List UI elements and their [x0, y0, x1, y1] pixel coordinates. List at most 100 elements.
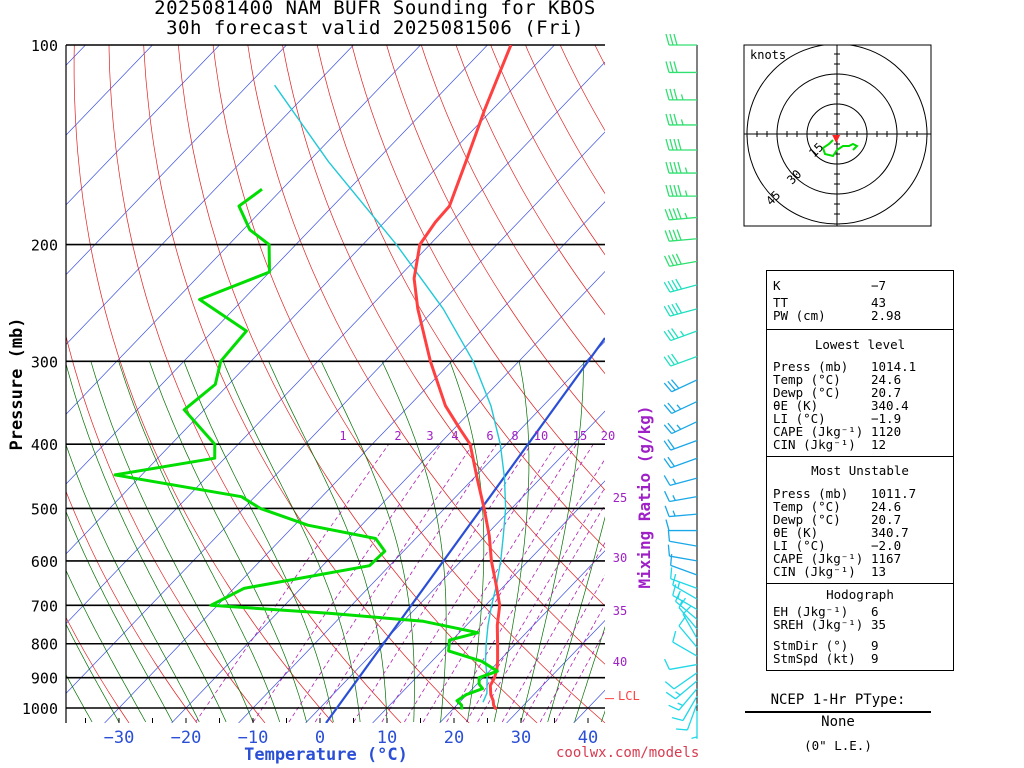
wind-barbs: [663, 33, 698, 739]
wind-barb-shaft: [669, 216, 698, 221]
wind-barb-flag: [667, 304, 675, 316]
mixing-ratio-tick: 15: [573, 429, 587, 443]
mixing-ratio-line: [555, 630, 605, 723]
wind-barb-shaft: [669, 513, 698, 518]
sreh-label: SREH (Jkg⁻¹): [773, 617, 864, 632]
profiles: [113, 45, 605, 723]
wind-barb-flag: [665, 61, 670, 73]
wind-barb: [672, 630, 698, 657]
most-unstable-title: Most Unstable: [811, 463, 909, 478]
moist-adiabat-line: [547, 516, 605, 723]
pressure-tick-label: 800: [31, 636, 58, 654]
mu-press-label: Press (mb): [773, 486, 849, 501]
pressure-tick-label: 1000: [22, 700, 58, 718]
wind-barb: [665, 33, 697, 46]
wind-barb-flag: [665, 88, 670, 101]
wind-barb-shaft: [673, 672, 698, 690]
wind-barb-flag: [673, 184, 678, 197]
y-axis-label: Pressure (mb): [7, 317, 27, 450]
wind-barb: [665, 88, 697, 101]
wind-barb-half-flag: [675, 691, 681, 696]
wind-barb-half-flag: [684, 212, 688, 219]
moist-adiabat-line: [493, 361, 530, 723]
wind-barb-half-flag: [676, 404, 682, 410]
ll-thetae-label: θE (K): [773, 398, 819, 413]
mixing-ratio-tick: 8: [511, 429, 518, 443]
wind-barb-shaft: [672, 641, 698, 657]
wind-barb: [691, 710, 698, 739]
wind-barb-shaft: [671, 400, 698, 414]
moist-adiabat-line: [66, 623, 120, 723]
mixing-ratio-tick: 25: [613, 491, 627, 505]
wind-barb-flag: [673, 161, 678, 174]
mu-cape-value: 1167: [871, 551, 902, 566]
moist-adiabat-line: [320, 361, 415, 723]
dry-adiabat-line: [212, 45, 605, 723]
wind-barb-half-flag: [691, 736, 698, 739]
mixing-ratio-tick: 40: [613, 655, 627, 669]
wind-barb-flag: [671, 303, 679, 315]
wind-barb-shaft: [670, 439, 698, 451]
moist-adiabat-line: [149, 361, 307, 723]
temperature-line: [412, 45, 513, 711]
mixing-ratio-tick: 30: [613, 551, 627, 565]
pw-value: 2.98: [871, 308, 902, 323]
moist-adiabat-line: [381, 361, 447, 723]
ll-press-label: Press (mb): [773, 359, 849, 374]
temperature-tick-label: −20: [171, 728, 202, 748]
wind-barb-flag: [669, 184, 674, 197]
wind-barb: [663, 302, 698, 317]
isotherm-line: [66, 45, 555, 555]
wind-barb-flag: [672, 208, 678, 220]
x-axis-label: Temperature (°C): [244, 745, 408, 765]
chart-subtitle: 30h forecast valid 2025081506 (Fri): [166, 17, 584, 39]
mu-cin-label: CIN (Jkg⁻¹): [773, 564, 856, 579]
wind-barb-flag: [663, 382, 673, 393]
wind-barb-shaft: [682, 613, 698, 639]
pressure-tick-label: 100: [31, 37, 58, 55]
axes: [65, 45, 614, 723]
moist-adiabats: [66, 361, 605, 723]
stmspd-value: 9: [871, 651, 879, 666]
sreh-value: 35: [871, 617, 887, 632]
wind-barb-shaft: [669, 555, 698, 562]
wind-barb-shaft: [672, 594, 698, 610]
wind-barb: [665, 113, 697, 126]
dry-adiabat-line: [282, 45, 605, 607]
ll-cape-value: 1120: [871, 424, 902, 439]
mixing-ratio-lines: [195, 443, 605, 723]
wind-barb-half-flag: [677, 582, 681, 589]
dry-adiabat-line: [143, 45, 470, 723]
wind-barb-shaft: [678, 607, 698, 630]
ptype-value: None: [821, 714, 855, 730]
hodograph-plot: [744, 45, 931, 226]
wind-barb-flag: [663, 440, 672, 451]
most-unstable-section: Most Unstable Press (mb) 1011.7 Temp (°C)…: [766, 456, 954, 584]
indices-section: K −7 TT 43 PW (cm) 2.98: [766, 270, 954, 330]
moist-adiabat-line: [66, 510, 173, 723]
wind-barb: [665, 61, 697, 74]
eh-value: 6: [871, 604, 879, 619]
wind-barb-shaft: [678, 625, 698, 648]
hodograph-table-title: Hodograph: [826, 587, 894, 602]
wind-barb: [663, 253, 698, 267]
hodograph-table-section: Hodograph EH (Jkg⁻¹) 6 SREH (Jkg⁻¹) 35 Stm…: [766, 583, 954, 671]
dry-adiabat-line: [73, 45, 334, 723]
ll-press-value: 1014.1: [871, 359, 917, 374]
wind-barb-flag: [673, 33, 678, 46]
moist-adiabat-line: [66, 443, 200, 723]
wind-barb: [663, 421, 698, 435]
pressure-tick-label: 300: [31, 353, 58, 371]
mixing-ratio-line: [477, 503, 605, 723]
credit-link[interactable]: coolwx.com/models: [556, 745, 700, 761]
wind-barb-flag: [671, 379, 680, 389]
wind-barb-flag: [669, 61, 674, 73]
wind-barb-shaft: [669, 238, 698, 242]
wind-barb-flag: [672, 229, 678, 241]
wind-barb-shaft: [669, 308, 698, 317]
mu-li-label: LI (°C): [773, 538, 826, 553]
wind-barb: [663, 490, 698, 503]
wind-barb-flag: [671, 328, 679, 339]
wind-barb-shaft: [672, 584, 698, 600]
